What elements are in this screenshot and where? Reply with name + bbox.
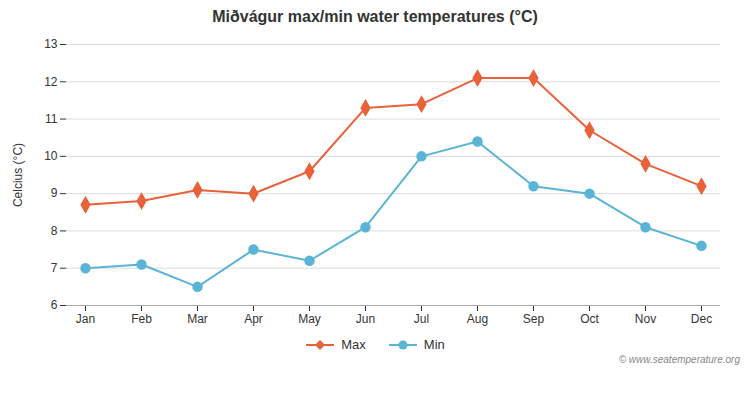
svg-text:7: 7 [51,261,58,275]
svg-text:Jul: Jul [414,312,429,326]
html-text:Miðvágur max/min water tempera: Miðvágur max/min water temperatures (°C) [212,8,538,25]
svg-text:9: 9 [51,186,58,200]
svg-text:Nov: Nov [635,312,656,326]
svg-text:Jan: Jan [76,312,95,326]
svg-text:Dec: Dec [691,312,712,326]
svg-text:Jun: Jun [356,312,375,326]
svg-text:12: 12 [44,75,58,89]
svg-text:Apr: Apr [244,312,263,326]
html-text:Max: Max [341,337,366,352]
svg-text:May: May [298,312,321,326]
svg-text:13: 13 [44,37,58,51]
svg-text:Oct: Oct [580,312,599,326]
svg-text:Mar: Mar [187,312,208,326]
html-text:© www.seatemperature.org: © www.seatemperature.org [618,354,740,365]
svg-text:11: 11 [45,112,58,126]
svg-text:Celcius (°C): Celcius (°C) [11,143,25,207]
svg-text:Sep: Sep [523,312,545,326]
svg-text:10: 10 [44,149,58,163]
svg-text:8: 8 [51,224,58,238]
svg-text:Feb: Feb [131,312,152,326]
svg-text:6: 6 [51,298,58,312]
svg-text:Aug: Aug [467,312,488,326]
html-text:Min: Min [423,337,445,352]
